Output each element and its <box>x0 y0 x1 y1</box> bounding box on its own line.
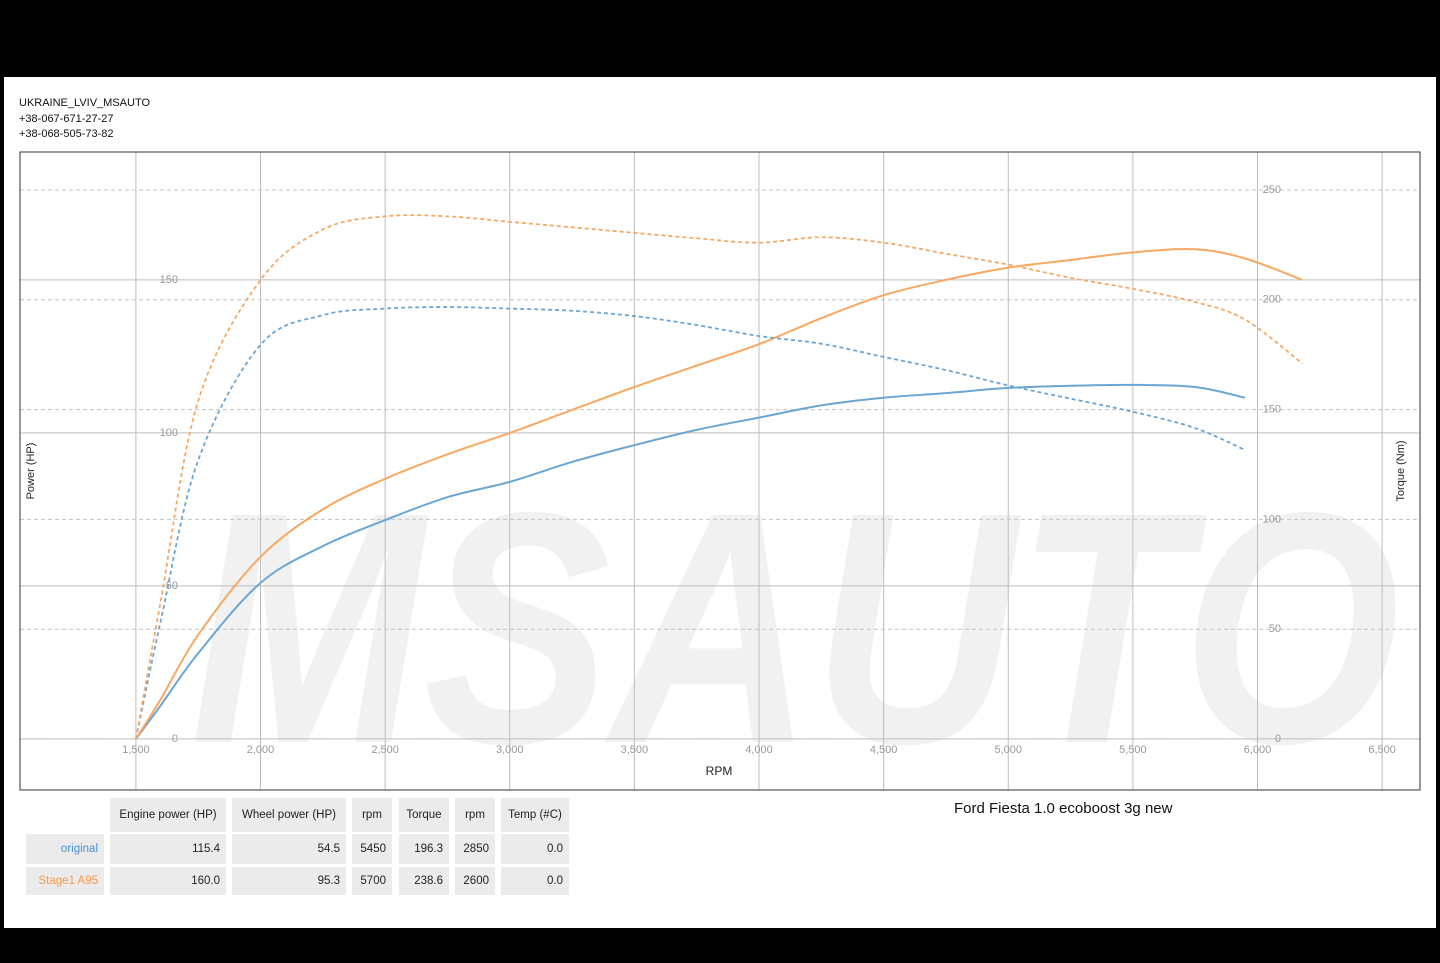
table-header: Temp (#C) <box>501 798 569 832</box>
table-header: Torque <box>399 798 449 832</box>
plot-border <box>19 151 1421 791</box>
x-axis-label: RPM <box>706 764 733 778</box>
x-tick-label: 6,000 <box>1244 744 1272 756</box>
row-label: original <box>26 834 104 864</box>
y-axis-label: Power (HP) <box>25 443 37 500</box>
x-tick-label: 4,500 <box>870 744 898 756</box>
table-cell: 54.5 <box>232 834 346 864</box>
x-tick-label: 3,000 <box>496 744 524 756</box>
table-cell: 2600 <box>455 867 495 895</box>
table-cell: 196.3 <box>399 834 449 864</box>
power-curve <box>135 248 1303 740</box>
table-cell: 115.4 <box>110 834 226 864</box>
power-curve <box>135 383 1246 740</box>
x-tick-label: 5,000 <box>994 744 1022 756</box>
y-tick-label: 100 <box>160 427 178 439</box>
y-tick-label: 150 <box>160 274 178 286</box>
y2-tick-label: 250 <box>1263 184 1281 196</box>
chart-title: Ford Fiesta 1.0 ecoboost 3g new <box>954 800 1173 817</box>
table-cell: 0.0 <box>501 834 569 864</box>
torque-curve <box>135 306 1246 740</box>
header-line: +38-068-505-73-82 <box>19 128 114 140</box>
header-line: +38-067-671-27-27 <box>19 112 114 125</box>
x-tick-label: 3,500 <box>621 744 649 756</box>
x-tick-label: 4,000 <box>745 744 773 756</box>
y-tick-label: 50 <box>166 580 178 592</box>
x-tick-label: 2,000 <box>247 744 275 756</box>
table-header: rpm <box>455 798 495 832</box>
table-header: rpm <box>352 798 392 832</box>
y2-tick-label: 200 <box>1263 294 1281 306</box>
table-cell: 160.0 <box>110 867 226 895</box>
x-tick-label: 2,500 <box>371 744 399 756</box>
torque-curve <box>135 214 1303 740</box>
table-cell: 2850 <box>455 834 495 864</box>
table-cell: 5700 <box>352 867 392 895</box>
watermark: MSAUTO <box>190 443 1400 812</box>
table-cell: 0.0 <box>501 867 569 895</box>
row-label: Stage1 A95 <box>26 867 104 895</box>
plot-area <box>20 152 1420 790</box>
y2-tick-label: 100 <box>1263 513 1281 525</box>
y2-tick-label: 150 <box>1263 404 1281 416</box>
header-line: UKRAINE_LVIV_MSAUTO <box>19 97 151 109</box>
table-cell: 238.6 <box>399 867 449 895</box>
header: UKRAINE_LVIV_MSAUTO +38-067-671-27-27 +3… <box>19 96 150 143</box>
table-cell: 95.3 <box>232 867 346 895</box>
x-tick-label: 6,500 <box>1368 744 1396 756</box>
table-header: Wheel power (HP) <box>232 798 346 832</box>
y2-tick-label: 0 <box>1275 733 1281 745</box>
x-tick-label: 1,500 <box>122 744 150 756</box>
x-tick-label: 5,500 <box>1119 744 1147 756</box>
y2-axis-label: Torque (Nm) <box>1395 440 1407 501</box>
table-cell: 5450 <box>352 834 392 864</box>
y2-tick-label: 50 <box>1269 623 1281 635</box>
table-header: Engine power (HP) <box>110 798 226 832</box>
